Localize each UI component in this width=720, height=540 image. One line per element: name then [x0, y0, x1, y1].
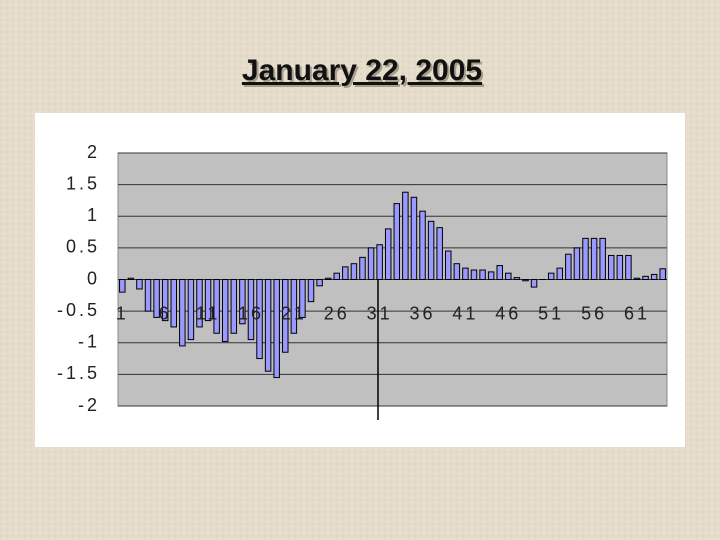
bar [119, 279, 126, 293]
y-tick-label: -1.5 [57, 363, 100, 383]
bar [582, 237, 589, 280]
bar [204, 279, 212, 322]
bar [316, 279, 323, 287]
bar [221, 279, 229, 342]
bar [496, 265, 503, 280]
x-tick-label: 1 [116, 303, 129, 323]
bar [616, 254, 624, 280]
bar [393, 203, 401, 281]
x-tick-label: 21 [281, 303, 307, 323]
bar [625, 254, 632, 280]
bar [445, 250, 452, 281]
bar [419, 210, 426, 280]
bar [324, 277, 332, 280]
chart-title: January 22, 2005 [242, 54, 482, 87]
bar [453, 263, 461, 280]
bar [659, 268, 666, 280]
bar [530, 279, 538, 288]
bar [307, 279, 315, 303]
bar [230, 279, 238, 334]
bar [333, 272, 340, 280]
bar [282, 279, 289, 353]
bar [470, 269, 478, 281]
bar [599, 237, 606, 280]
y-tick-label: -2 [78, 395, 100, 415]
bar [607, 254, 615, 280]
title-shadow: January 22, 2005 [244, 56, 484, 89]
bar [513, 277, 521, 281]
y-tick-label: 1.5 [66, 173, 100, 193]
bar [650, 273, 658, 281]
bar [573, 247, 581, 280]
bar [299, 279, 306, 318]
x-tick-label: 46 [495, 303, 521, 323]
x-tick-label: 6 [159, 303, 172, 323]
bar [136, 279, 143, 290]
bar [479, 269, 486, 281]
bar [376, 244, 383, 280]
y-tick-label: -1 [78, 332, 100, 352]
bar [633, 277, 641, 280]
bar [350, 263, 358, 280]
bar [384, 228, 392, 280]
bar [522, 279, 529, 282]
bar [196, 279, 203, 328]
bar [590, 237, 598, 280]
bar [547, 272, 555, 280]
x-tick-label: 51 [538, 303, 564, 323]
bar [239, 279, 246, 325]
y-tick-label: 0.5 [66, 237, 100, 257]
bar [410, 196, 418, 280]
bar [342, 266, 349, 281]
bar [170, 279, 178, 328]
bar [565, 253, 572, 280]
bar [153, 279, 160, 318]
bar [247, 279, 255, 341]
bar [213, 279, 220, 334]
y-tick-label: 1 [87, 205, 100, 225]
y-tick-label: -0.5 [57, 300, 100, 320]
x-tick-label: 11 [196, 303, 221, 323]
x-tick-label: 36 [410, 303, 436, 323]
bar [436, 227, 443, 280]
bar [487, 271, 495, 281]
x-tick-label: 16 [238, 303, 264, 323]
bar [144, 279, 152, 312]
bar [256, 279, 263, 360]
bar [290, 279, 298, 334]
bar [179, 279, 186, 347]
x-tick-label: 31 [367, 303, 393, 323]
x-tick-label: 26 [324, 303, 350, 323]
x-tick-label: 56 [581, 303, 607, 323]
bar [264, 279, 272, 372]
bar [359, 256, 366, 280]
bar [642, 275, 649, 280]
bar [127, 277, 135, 280]
bar [505, 272, 512, 280]
bar [556, 267, 564, 280]
bar [427, 220, 435, 280]
bar [367, 247, 375, 280]
bar [187, 279, 195, 341]
x-tick-label: 41 [452, 303, 478, 323]
y-tick-label: 2 [87, 142, 100, 162]
y-tick-label: 0 [87, 268, 100, 288]
bar [462, 267, 469, 280]
x-tick-label: 61 [624, 303, 650, 323]
bar [161, 279, 169, 322]
bar [273, 279, 280, 379]
bar [402, 191, 409, 280]
